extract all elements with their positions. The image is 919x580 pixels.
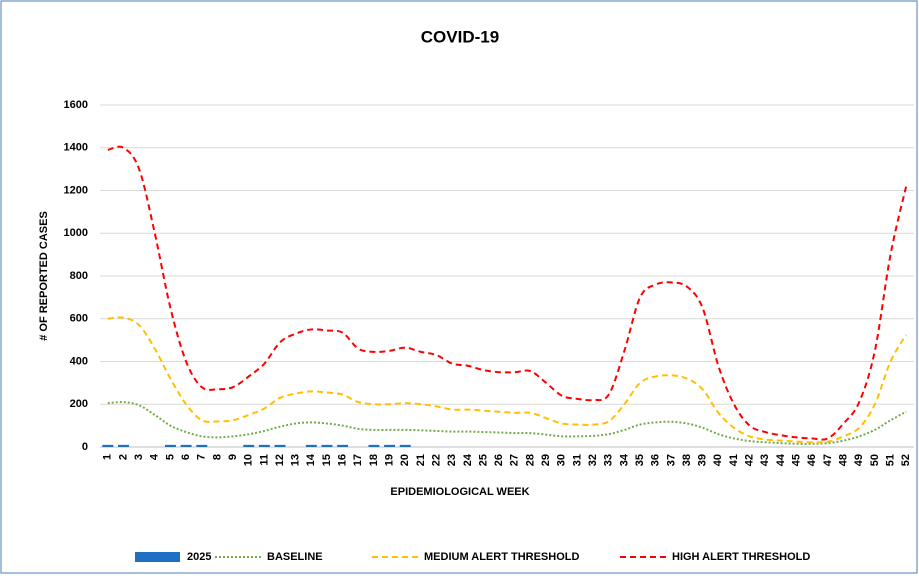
chart-title: COVID-19 [421,27,499,46]
y-axis-label: # OF REPORTED CASES [38,211,50,341]
x-tick-label: 13 [290,454,302,466]
bar [384,444,396,447]
x-tick-label: 25 [477,454,489,466]
x-tick-label: 23 [446,454,458,466]
bar [337,444,349,447]
y-tick-label: 400 [70,355,88,367]
x-tick-label: 42 [744,454,756,466]
y-tick-label: 800 [70,270,88,282]
x-tick-label: 16 [337,454,349,466]
bar [118,444,129,447]
x-tick-label: 50 [869,454,881,466]
x-tick-label: 37 [665,454,677,466]
x-tick-label: 28 [524,454,536,466]
legend-swatch [135,552,180,562]
x-tick-label: 9 [227,454,239,460]
x-axis-label: EPIDEMIOLOGICAL WEEK [390,486,529,498]
x-tick-label: 24 [462,453,474,466]
x-tick-label: 38 [681,454,693,466]
x-tick-label: 11 [258,454,270,466]
x-tick-label: 48 [837,454,849,466]
y-tick-label: 1200 [64,184,88,196]
x-tick-label: 30 [556,454,568,466]
x-tick-label: 34 [618,453,630,466]
x-tick-label: 3 [133,454,145,460]
legend-label: HIGH ALERT THRESHOLD [672,551,810,563]
x-tick-label: 1 [102,454,114,460]
x-tick-label: 41 [728,454,740,466]
legend-label: 2025 [187,551,211,563]
x-tick-label: 8 [211,454,223,460]
x-tick-label: 35 [634,454,646,466]
x-tick-label: 49 [853,454,865,466]
legend-label: MEDIUM ALERT THRESHOLD [424,551,579,563]
x-tick-label: 46 [806,454,818,466]
x-tick-label: 14 [305,453,317,466]
line-series [107,316,908,444]
x-tick-label: 27 [509,454,521,466]
y-tick-label: 200 [70,398,88,410]
x-tick-label: 7 [196,454,208,460]
bar [258,444,270,447]
x-tick-label: 47 [822,454,834,466]
x-tick-label: 45 [791,454,803,466]
x-tick-label: 44 [775,453,787,466]
x-tick-label: 31 [571,454,583,466]
bar [399,444,411,447]
x-tick-label: 18 [368,454,380,466]
x-tick-label: 15 [321,454,333,466]
x-tick-label: 26 [493,454,505,466]
x-tick-label: 12 [274,454,286,466]
line-series [107,145,908,441]
bar [368,444,380,447]
x-tick-label: 22 [430,454,442,466]
x-tick-label: 10 [243,454,255,466]
legend-label: BASELINE [267,551,323,563]
x-tick-label: 32 [587,454,599,466]
bar [243,444,255,447]
y-tick-label: 1400 [64,142,88,154]
x-tick-label: 2 [117,454,129,460]
x-tick-label: 51 [884,454,896,466]
bar [196,444,208,447]
bar [164,444,176,447]
y-tick-label: 600 [70,313,88,325]
x-tick-label: 33 [603,454,615,466]
x-tick-label: 52 [900,454,912,466]
x-tick-label: 40 [712,454,724,466]
bar [305,444,317,447]
line-series [107,401,907,445]
x-tick-label: 5 [164,454,176,460]
y-tick-label: 0 [82,441,88,453]
bar [274,444,286,447]
x-tick-label: 19 [384,454,396,466]
x-tick-label: 20 [399,454,411,466]
bar [102,444,114,447]
x-tick-label: 39 [697,454,709,466]
x-tick-label: 4 [149,453,161,460]
bar [321,444,333,447]
y-tick-label: 1600 [64,99,88,111]
x-tick-label: 36 [650,454,662,466]
x-tick-label: 29 [540,454,552,466]
y-tick-label: 1000 [64,227,88,239]
x-tick-label: 17 [352,454,364,466]
x-tick-label: 21 [415,454,427,466]
bar [180,444,192,447]
x-tick-label: 6 [180,454,192,460]
x-tick-label: 43 [759,454,771,466]
